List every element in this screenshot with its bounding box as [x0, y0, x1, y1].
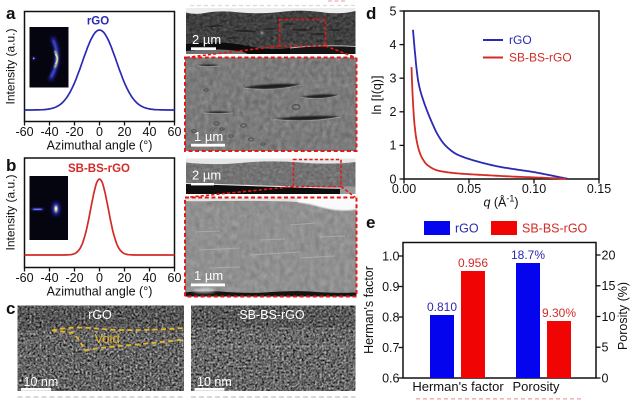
svg-text:0.00: 0.00: [392, 182, 416, 196]
svg-text:SB-BS-rGO: SB-BS-rGO: [522, 222, 588, 236]
svg-text:e: e: [366, 213, 375, 232]
svg-text:0.956: 0.956: [458, 256, 488, 270]
svg-text:0.810: 0.810: [427, 300, 457, 314]
svg-text:ln [I(q)]: ln [I(q)]: [370, 76, 384, 115]
svg-text:Intensity (a.u.): Intensity (a.u.): [4, 174, 18, 250]
svg-text:0.7: 0.7: [382, 341, 399, 355]
svg-text:-40: -40: [40, 271, 58, 285]
svg-text:0.8: 0.8: [382, 310, 399, 324]
svg-text:0.15: 0.15: [587, 182, 611, 196]
svg-text:-20: -20: [65, 125, 83, 139]
svg-text:5: 5: [390, 4, 397, 18]
svg-text:0.6: 0.6: [382, 371, 399, 385]
svg-text:1 µm: 1 µm: [194, 129, 223, 144]
svg-text:0.10: 0.10: [522, 182, 546, 196]
svg-text:1: 1: [390, 139, 397, 153]
svg-text:Porosity: Porosity: [513, 379, 560, 394]
svg-text:10 nm: 10 nm: [24, 375, 59, 389]
svg-text:0: 0: [602, 371, 609, 385]
svg-text:9.30%: 9.30%: [542, 306, 576, 320]
svg-text:20: 20: [118, 271, 132, 285]
svg-text:-60: -60: [15, 125, 33, 139]
svg-text:a: a: [6, 4, 16, 23]
svg-text:2 µm: 2 µm: [192, 168, 221, 183]
svg-text:60: 60: [168, 125, 182, 139]
svg-text:SB-BS-rGO: SB-BS-rGO: [509, 51, 572, 65]
svg-text:4: 4: [390, 38, 397, 52]
svg-text:15: 15: [602, 279, 616, 293]
svg-text:2 µm: 2 µm: [192, 32, 221, 47]
svg-text:Herman's factor: Herman's factor: [412, 379, 504, 394]
svg-text:0: 0: [390, 172, 397, 186]
svg-text:-60: -60: [15, 271, 33, 285]
svg-text:18.7%: 18.7%: [511, 248, 545, 262]
svg-text:rGO: rGO: [509, 33, 532, 47]
svg-text:0.9: 0.9: [382, 280, 399, 294]
svg-text:20: 20: [118, 125, 132, 139]
svg-text:1 µm: 1 µm: [194, 268, 223, 283]
svg-text:0: 0: [96, 125, 103, 139]
svg-text:20: 20: [602, 248, 616, 262]
svg-text:-20: -20: [65, 271, 83, 285]
svg-text:c: c: [6, 299, 15, 318]
svg-text:2: 2: [390, 105, 397, 119]
svg-text:5: 5: [602, 341, 609, 355]
svg-text:10: 10: [602, 310, 616, 324]
svg-text:d: d: [366, 4, 376, 23]
svg-text:rGO: rGO: [455, 222, 479, 236]
svg-text:b: b: [6, 156, 16, 175]
svg-text:1.0: 1.0: [382, 249, 399, 263]
svg-text:60: 60: [168, 271, 182, 285]
svg-text:Herman's factor: Herman's factor: [362, 266, 376, 354]
svg-text:Porosity (%): Porosity (%): [616, 282, 630, 350]
svg-text:Azimuthal angle (°): Azimuthal angle (°): [47, 285, 153, 299]
svg-text:0.05: 0.05: [457, 182, 481, 196]
svg-text:40: 40: [143, 271, 157, 285]
svg-text:10 nm: 10 nm: [197, 375, 232, 389]
svg-text:40: 40: [143, 125, 157, 139]
svg-text:Intensity (a.u.): Intensity (a.u.): [4, 28, 18, 104]
svg-text:Void: Void: [94, 331, 119, 346]
svg-text:-40: -40: [40, 125, 58, 139]
svg-text:rGO: rGO: [88, 308, 112, 322]
svg-text:SB-BS-rGO: SB-BS-rGO: [68, 163, 130, 175]
svg-text:0: 0: [96, 271, 103, 285]
svg-text:SB-BS-rGO: SB-BS-rGO: [239, 308, 305, 322]
svg-text:Azimuthal angle (°): Azimuthal angle (°): [47, 139, 153, 153]
svg-text:rGO: rGO: [87, 16, 109, 28]
svg-text:3: 3: [390, 72, 397, 86]
